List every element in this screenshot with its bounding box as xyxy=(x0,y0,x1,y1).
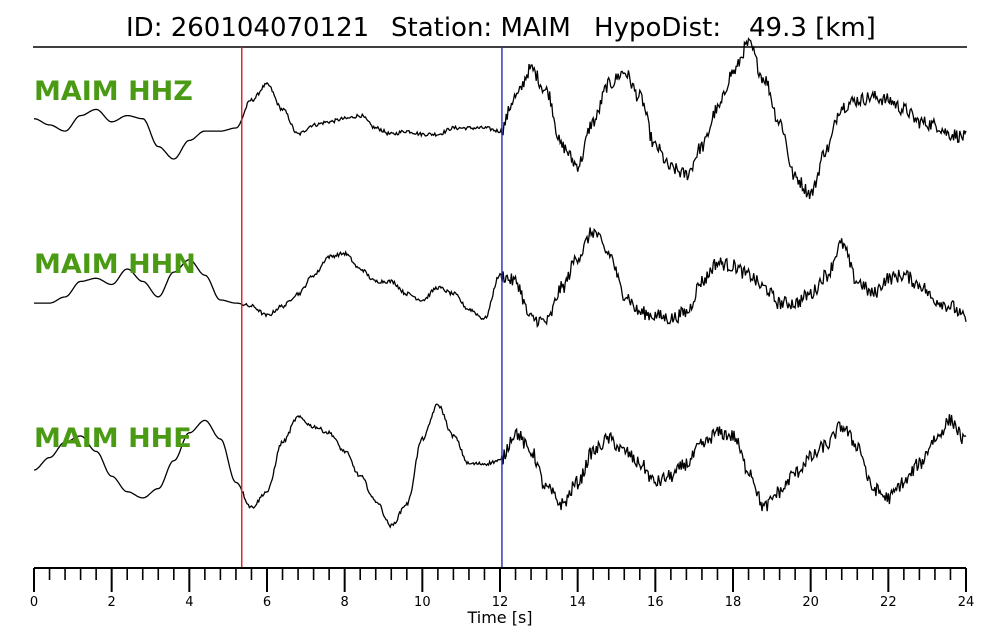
x-tick-label: 14 xyxy=(569,595,586,610)
station-text: Station: MAIM xyxy=(391,13,571,43)
x-tick-label: 22 xyxy=(880,595,897,610)
hypodist-value-text: 49.3 [km] xyxy=(749,13,876,43)
x-tick-label: 20 xyxy=(802,595,819,610)
x-tick-label: 0 xyxy=(30,595,38,610)
trace-line-maim-hhe xyxy=(33,403,967,529)
x-tick-label: 16 xyxy=(647,595,664,610)
x-tick-label: 10 xyxy=(414,595,431,610)
x-tick-label: 2 xyxy=(108,595,116,610)
x-tick-label: 4 xyxy=(185,595,193,610)
channel-label-maim-hhe: MAIM HHE xyxy=(34,423,192,454)
time-axis: 0 2 4 6 8 10 12 14 16 18 20 22 24 xyxy=(30,567,975,610)
x-tick-label: 8 xyxy=(341,595,349,610)
traces-group xyxy=(33,37,967,529)
figure-title: ID: 260104070121 Station: MAIM HypoDist:… xyxy=(126,13,876,43)
trace-line-maim-hhn xyxy=(34,227,967,328)
x-tick-label: 24 xyxy=(958,595,975,610)
pick-markers-group xyxy=(241,47,503,568)
event-id-text: ID: 260104070121 xyxy=(126,13,369,43)
x-tick-label: 18 xyxy=(725,595,742,610)
channel-label-maim-hhz: MAIM HHZ xyxy=(34,76,193,107)
trace-line-maim-hhz xyxy=(33,37,967,200)
hypodist-label-text: HypoDist: xyxy=(594,13,721,43)
channel-label-maim-hhn: MAIM HHN xyxy=(34,249,196,280)
x-tick-label: 12 xyxy=(492,595,509,610)
x-tick-label: 6 xyxy=(263,595,271,610)
x-axis-label: Time [s] xyxy=(466,608,532,627)
channel-labels-group: MAIM HHZ MAIM HHN MAIM HHE xyxy=(34,76,196,454)
